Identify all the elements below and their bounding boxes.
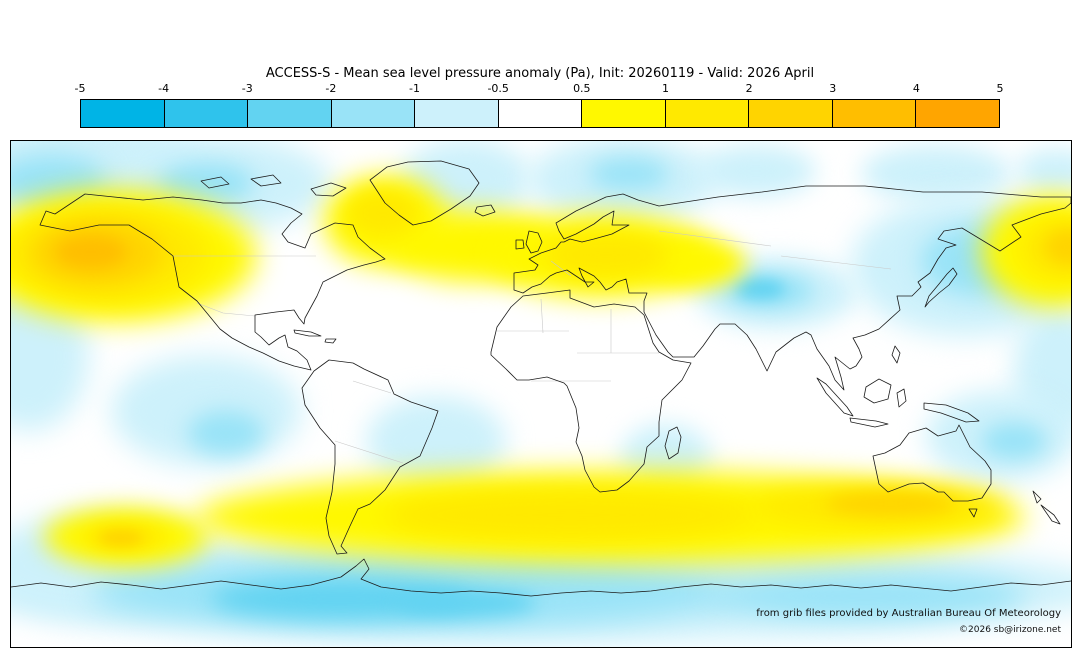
coastline-south-america [301,359,439,555]
coastline-eurasia [513,185,1071,391]
border-southamerica-1 [334,440,404,464]
colorbar-segment [248,100,332,127]
colorbar-segment [749,100,833,127]
coastline-hispaniola [324,338,337,344]
colorbar-segment [498,100,583,127]
colorbar-tick-label: 5 [996,82,1004,95]
colorbar [80,99,1000,128]
coastline-sumatra [816,377,854,417]
chart-title: ACCESS-S - Mean sea level pressure anoma… [265,66,815,81]
anomaly-region-antarctic-band-east [706,574,1026,618]
coastline-madagascar [664,426,682,460]
colorbar-tick-label: -2 [325,82,337,95]
coastline-new-guinea [923,402,980,423]
world-map-panel: from grib files provided by Australian B… [10,140,1072,648]
coastline-iceland [474,204,496,217]
colorbar-ticks: -5 -4 -3 -2 -1 -0.5 0.5 1 2 3 4 5 [75,82,1004,96]
colorbar-segment [81,100,165,127]
colorbar-segment [832,100,917,127]
colorbar-segment [164,100,249,127]
border-asia-2 [780,255,892,270]
anomaly-region-southern-ocean-inner [826,492,956,516]
anomaly-region-south-atlantic [366,396,506,486]
colorbar-tick-label: 1 [661,82,669,95]
anomaly-region-north-pacific-max [55,235,127,269]
colorbar-segment [582,100,666,127]
colorbar-tick-label: 2 [745,82,753,95]
anomaly-region-coral-sea-core [982,423,1046,459]
anomaly-region-barents-core [589,158,669,190]
colorbar-segments [81,100,1000,127]
coastline-victoria-island [250,174,282,187]
attribution-copyright: ©2026 sb@irizone.net [959,625,1061,635]
anomaly-region-central-asia-inner [737,279,785,299]
colorbar-segment [415,100,499,127]
coastline-antarctica [11,558,1071,597]
colorbar-segment [916,100,1000,127]
border-asia-1 [658,230,772,247]
world-coastlines [11,160,1071,597]
anomaly-region-west-siberia [696,145,816,197]
anomaly-region-southeast-pacific-core [188,411,264,455]
anomaly-region-antarctic-deep-mid [396,589,536,617]
colorbar-segment [331,100,416,127]
coastline-africa [490,289,692,493]
coastline-new-zealand-north [1032,490,1042,504]
colorbar-tick-label: -3 [241,82,253,95]
border-europe-1 [550,260,572,277]
coastline-banks-island [200,176,230,189]
colorbar-tick-label: 4 [912,82,920,95]
anomaly-region-hudson-quebec-core [347,190,419,236]
border-us-mexico [196,302,256,317]
coastline-australia [872,424,992,502]
colorbar-segment [665,100,750,127]
coastline-ireland [515,239,525,250]
coastline-japan [924,267,958,308]
coastline-north-america [39,193,386,371]
anomaly-region-europe-core [544,233,668,277]
coastline-cuba [293,329,322,337]
coastline-borneo [863,378,892,404]
coastline-java [849,417,889,428]
coastline-sulawesi [896,388,907,408]
colorbar-tick-label: 0.5 [573,82,591,95]
colorbar-tick-label: -0.5 [487,82,509,95]
colorbar-tick-label: 3 [829,82,837,95]
colorbar-tick-label: -1 [409,82,421,95]
border-southamerica-2 [352,380,392,394]
colorbar-tick-label: -4 [158,82,170,95]
coastline-new-zealand-south [1040,504,1061,525]
coastline-tasmania [968,508,978,518]
coastline-philippines [891,345,901,364]
coastline-britain [525,230,543,254]
anomaly-region-south-pacific-inner [99,530,143,546]
colorbar-tick-label: -5 [74,82,86,95]
anomaly-region-southern-ocean-core-west [386,489,756,541]
border-africa-2 [540,298,544,334]
attribution-source: from grib files provided by Australian B… [756,608,1061,619]
coastline-baffin-island [310,182,347,197]
coastline-greenland [369,160,480,226]
